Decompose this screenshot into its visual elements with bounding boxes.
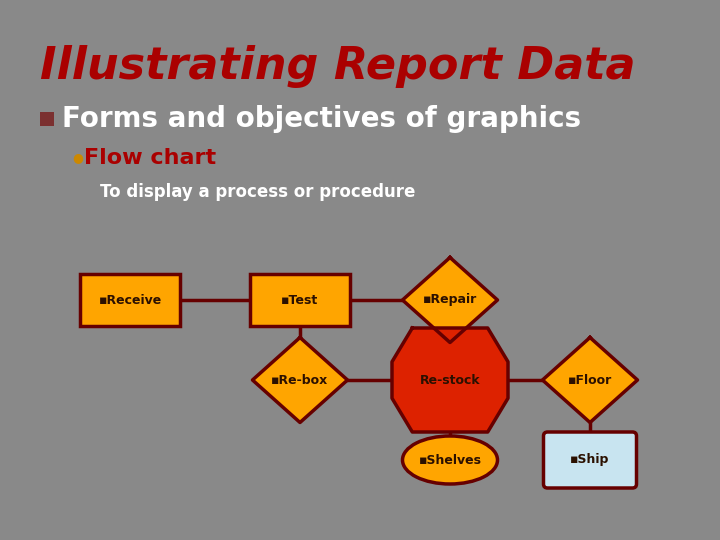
Text: ▪Re-box: ▪Re-box bbox=[271, 374, 328, 387]
Text: ▪Test: ▪Test bbox=[282, 294, 319, 307]
Text: ▪Receive: ▪Receive bbox=[99, 294, 161, 307]
Polygon shape bbox=[392, 328, 508, 432]
FancyBboxPatch shape bbox=[544, 432, 636, 488]
Polygon shape bbox=[253, 338, 348, 422]
Text: Forms and objectives of graphics: Forms and objectives of graphics bbox=[62, 105, 581, 133]
Polygon shape bbox=[402, 258, 498, 342]
FancyBboxPatch shape bbox=[40, 112, 54, 126]
Text: Re-stock: Re-stock bbox=[420, 374, 480, 387]
Text: ▪Shelves: ▪Shelves bbox=[418, 454, 482, 467]
Text: ●: ● bbox=[72, 152, 83, 165]
Text: ▪Floor: ▪Floor bbox=[568, 374, 612, 387]
Text: ▪Repair: ▪Repair bbox=[423, 294, 477, 307]
FancyBboxPatch shape bbox=[80, 274, 180, 326]
Text: ▪Ship: ▪Ship bbox=[570, 454, 610, 467]
Text: Illustrating Report Data: Illustrating Report Data bbox=[40, 45, 636, 88]
Text: To display a process or procedure: To display a process or procedure bbox=[100, 183, 415, 201]
Ellipse shape bbox=[402, 436, 498, 484]
FancyBboxPatch shape bbox=[250, 274, 350, 326]
Text: Flow chart: Flow chart bbox=[84, 148, 216, 168]
Polygon shape bbox=[542, 338, 637, 422]
